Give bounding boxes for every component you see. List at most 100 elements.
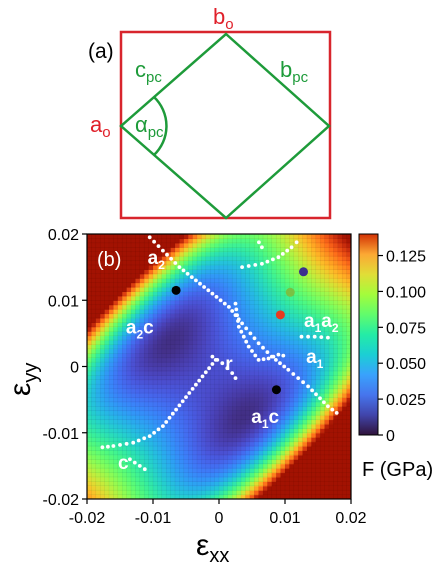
boundary-dot (246, 344, 251, 349)
boundary-dot (167, 415, 172, 420)
x-tick-label: -0.01 (135, 510, 172, 527)
boundary-dot (137, 464, 142, 468)
boundary-dot (164, 420, 169, 424)
state-point (298, 267, 308, 277)
boundary-dot (222, 301, 227, 306)
boundary-dot (253, 353, 258, 358)
boundary-dot (177, 403, 182, 408)
x-tick-label: -0.02 (69, 510, 106, 527)
boundary-dot (220, 361, 225, 366)
marker-points (171, 267, 308, 395)
boundary-dot (197, 378, 202, 383)
boundary-dot (330, 407, 335, 412)
label-bpc: bpc (280, 57, 309, 86)
boundary-dot (170, 411, 175, 416)
boundary-dot (291, 372, 296, 376)
boundary-dot (124, 441, 129, 446)
boundary-dot (235, 313, 240, 318)
energy-heatmap (87, 234, 351, 499)
boundary-dot (118, 443, 122, 447)
boundary-dot (173, 261, 178, 265)
boundary-dot (230, 371, 235, 375)
boundary-dot (233, 376, 238, 380)
boundary-dot (322, 400, 326, 405)
boundary-dot (210, 354, 215, 359)
boundary-dot (152, 430, 157, 435)
boundary-dot (265, 350, 270, 354)
boundary-dot (244, 326, 249, 331)
boundary-dot (190, 387, 195, 391)
region-label: c (118, 453, 129, 474)
state-point (275, 310, 285, 320)
panel-a-label: (a) (88, 40, 114, 63)
label-cpc: cpc (135, 57, 162, 86)
boundary-dot (142, 436, 147, 441)
boundary-dot (278, 361, 282, 366)
x-tick-label: 0 (215, 510, 224, 527)
boundary-dot (314, 392, 318, 397)
boundary-dot (319, 335, 324, 339)
boundary-dot (241, 334, 246, 339)
boundary-dot (200, 374, 205, 379)
boundary-dot (296, 376, 301, 380)
boundary-dot (266, 356, 271, 361)
boundary-dot (233, 301, 238, 306)
boundary-dot (312, 334, 317, 339)
region-label: a1a2 (304, 311, 339, 335)
boundary-dot (334, 411, 339, 415)
x-tick-label: 0.02 (335, 510, 366, 527)
boundary-dot (236, 319, 240, 323)
boundary-dot (271, 354, 276, 359)
boundary-dot (306, 384, 310, 389)
colorbar-tick-label: 0.025 (386, 392, 426, 409)
boundary-dot (189, 275, 194, 279)
boundary-dot (161, 248, 165, 253)
boundary-dot (276, 255, 281, 260)
colorbar-tick-label: 0.075 (386, 320, 426, 337)
boundary-dot (301, 380, 305, 385)
boundary-dot (256, 358, 261, 362)
boundary-dot (306, 334, 310, 339)
boundary-dot (194, 278, 198, 283)
boundary-dot (310, 388, 314, 393)
boundary-dot (260, 261, 264, 266)
boundary-dot (106, 444, 110, 449)
colorbar-label: F (GPa) (362, 459, 433, 481)
y-tick-label: 0 (70, 360, 79, 377)
panel-a: (a) bo ao cpc bpc αpc (88, 4, 332, 220)
boundary-dot (299, 334, 304, 339)
boundary-dot (169, 256, 174, 261)
boundary-dot (142, 467, 147, 472)
alpha-angle-arc (153, 96, 168, 156)
boundary-dot (127, 457, 132, 462)
axes: -0.02 -0.01 0 0.01 0.02 -0.02 -0.01 0 0.01 0.02 (43, 227, 367, 527)
boundary-dot (274, 358, 278, 362)
boundary-dot (250, 349, 254, 353)
boundary-dot (213, 358, 218, 362)
y-axis-label: εyy (4, 363, 42, 396)
region-label: a1c (251, 407, 279, 431)
boundary-dot (194, 382, 198, 387)
boundary-dot (198, 281, 202, 286)
colorbar-tick-label: 0.100 (386, 284, 426, 301)
state-point (285, 287, 295, 297)
pseudocubic-cell (119, 32, 331, 220)
region-label: r (225, 354, 233, 375)
colorbar (358, 233, 379, 436)
minimum-point (171, 285, 181, 295)
region-label: a2c (126, 317, 154, 341)
boundary-dot (230, 309, 235, 313)
boundary-dot (318, 396, 322, 401)
boundary-dot (156, 244, 161, 249)
colorbar-ticks: 0 0.025 0.050 0.075 0.100 0.125 (378, 249, 426, 445)
label-bo: bo (213, 4, 234, 33)
boundary-dot (286, 367, 291, 372)
region-label: a1 (306, 347, 324, 371)
boundary-dot (236, 324, 241, 329)
boundary-dot (281, 353, 286, 358)
boundary-dot (147, 434, 152, 438)
boundary-dot (202, 285, 207, 289)
boundary-dot (210, 291, 215, 296)
colorbar-tick-label: 0.125 (386, 249, 426, 266)
boundary-dot (206, 288, 211, 293)
